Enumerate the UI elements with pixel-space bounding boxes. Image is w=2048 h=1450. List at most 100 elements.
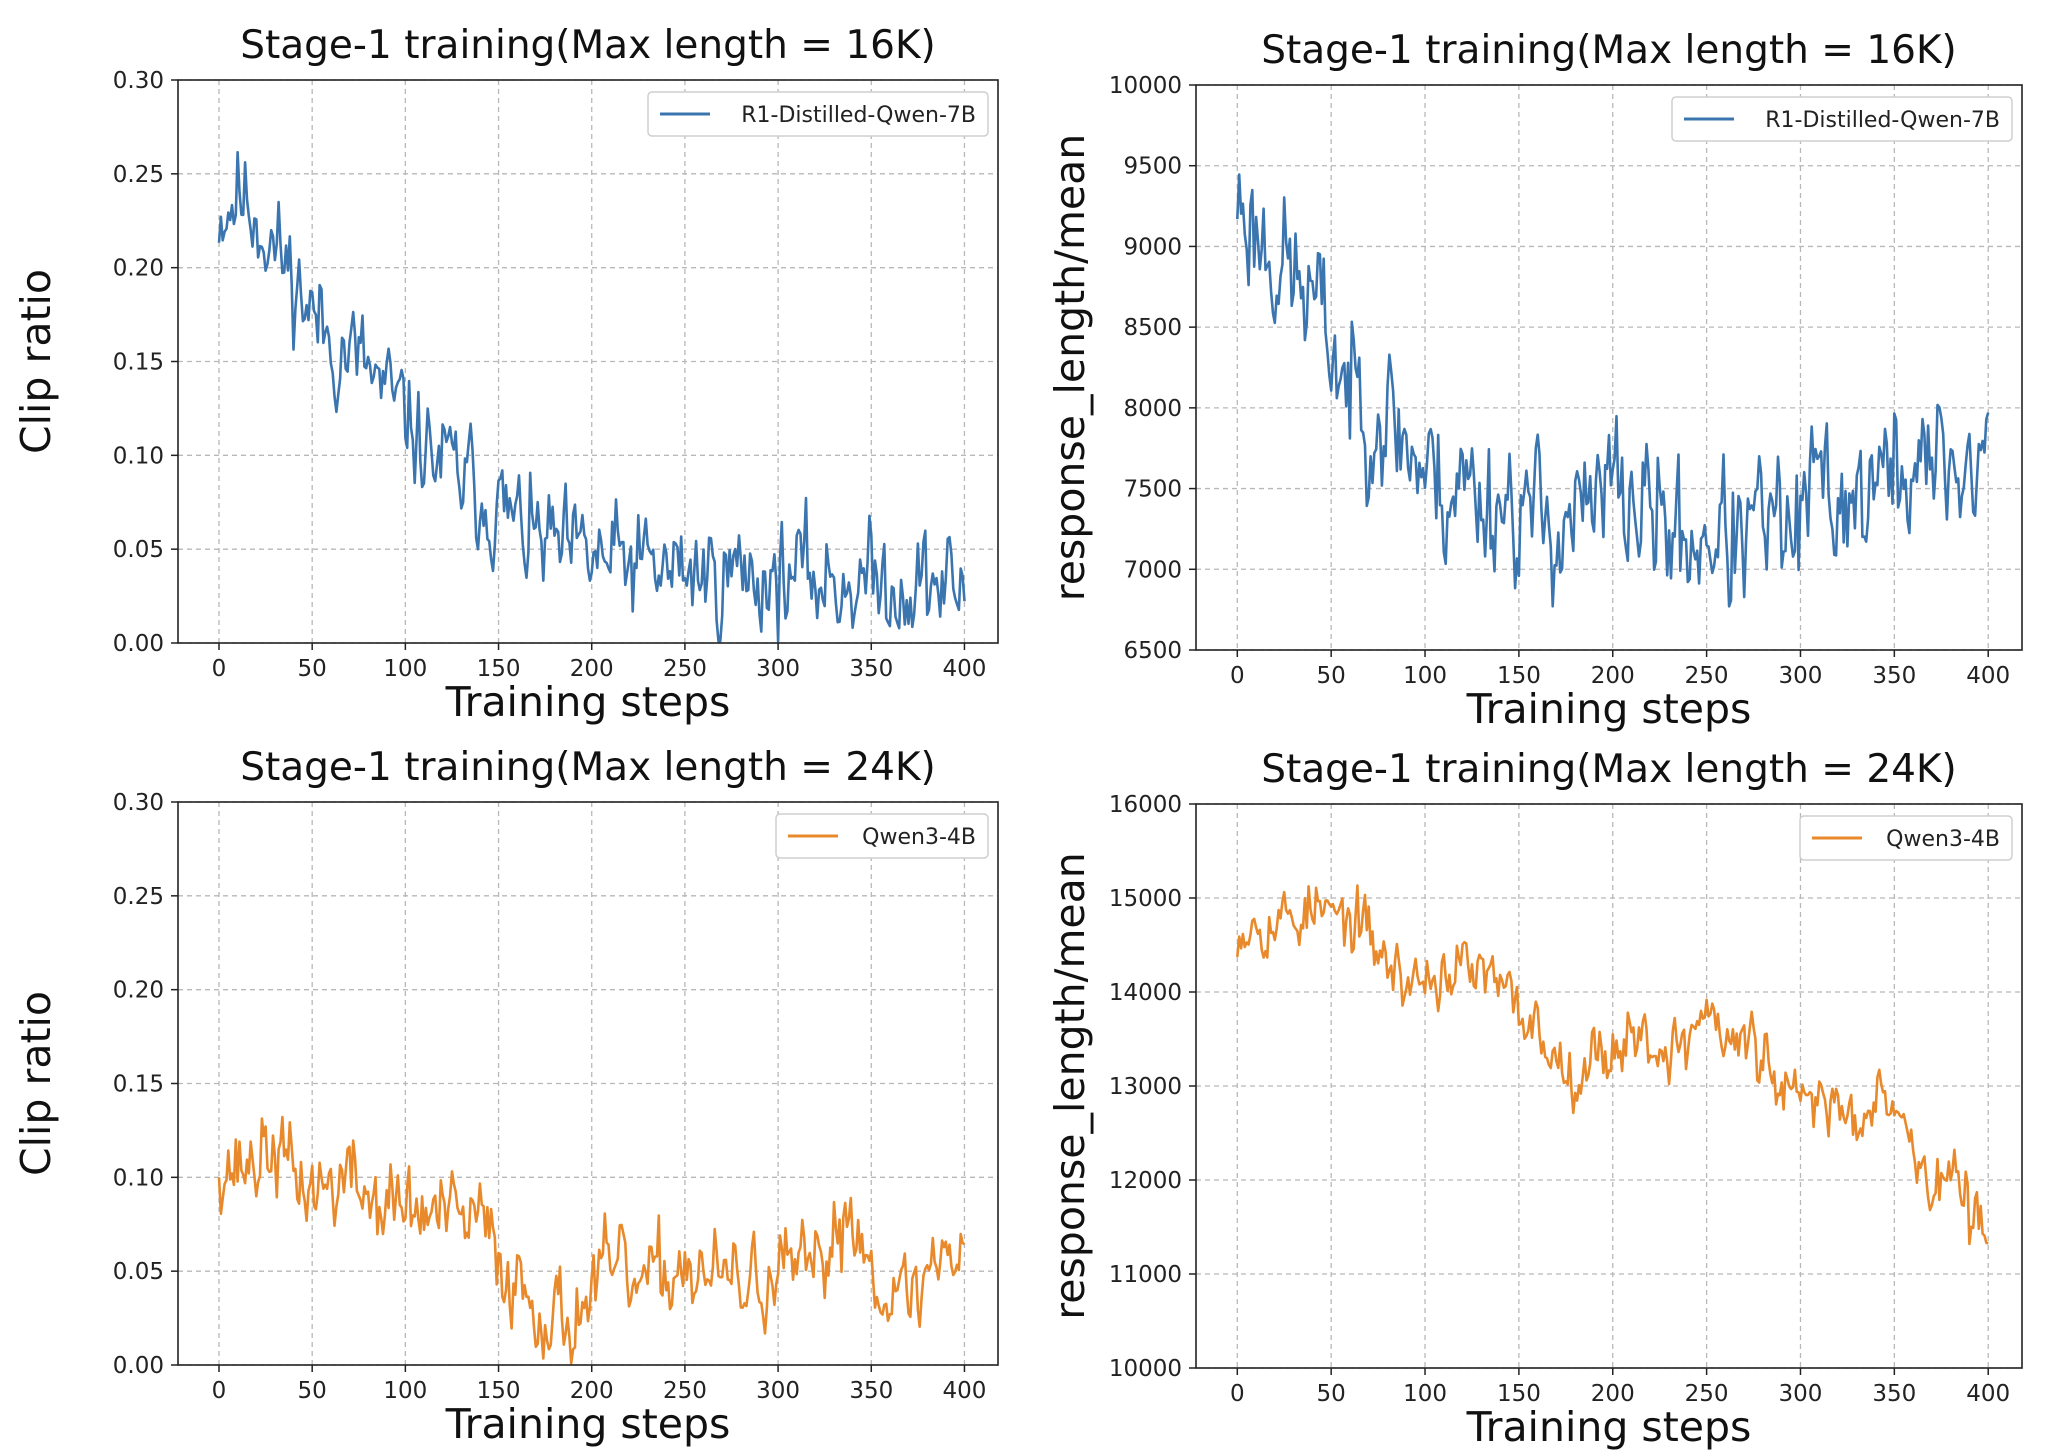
y-tick-label: 0.30 bbox=[113, 790, 164, 816]
legend-label: Qwen3-4B bbox=[1886, 827, 2000, 852]
x-tick-label: 100 bbox=[1403, 1381, 1447, 1407]
chart-2-y-axis-label: response_length/mean bbox=[1046, 134, 1094, 602]
y-tick-label: 14000 bbox=[1109, 980, 1182, 1006]
chart-1-y-axis-label: Clip ratio bbox=[12, 269, 60, 454]
chart-2-title: Stage-1 training(Max length = 16K) bbox=[1261, 28, 1957, 73]
chart-4-legend: Qwen3-4B bbox=[1799, 815, 2013, 861]
legend-box bbox=[1671, 96, 2013, 142]
y-tick-label: 8000 bbox=[1123, 396, 1182, 422]
x-tick-label: 0 bbox=[212, 1378, 227, 1404]
x-tick-label: 200 bbox=[570, 656, 614, 682]
x-tick-label: 250 bbox=[663, 656, 707, 682]
chart-3-grid bbox=[178, 801, 998, 1366]
x-tick-label: 400 bbox=[1966, 1381, 2010, 1407]
chart-panel-3: Stage-1 training(Max length = 24K) 0 50 100… bbox=[0, 725, 1024, 1450]
x-tick-label: 150 bbox=[1497, 663, 1541, 689]
x-tick-label: 350 bbox=[849, 656, 893, 682]
chart-panel-1: Stage-1 training(Max length = 16K) 0 50 100… bbox=[0, 0, 1024, 726]
x-tick-label: 50 bbox=[298, 656, 327, 682]
x-tick-label: 150 bbox=[1497, 1381, 1541, 1407]
x-tick-label: 350 bbox=[1872, 663, 1916, 689]
x-tick-label: 400 bbox=[1966, 663, 2010, 689]
x-tick-label: 250 bbox=[663, 1378, 707, 1404]
x-tick-label: 50 bbox=[298, 1378, 327, 1404]
chart-1-legend: R1-Distilled-Qwen-7B bbox=[647, 91, 989, 137]
legend-label: R1-Distilled-Qwen-7B bbox=[741, 103, 976, 128]
y-tick-label: 15000 bbox=[1109, 886, 1182, 912]
chart-3-y-axis-label: Clip ratio bbox=[12, 991, 60, 1176]
y-tick-label: 0.00 bbox=[113, 631, 164, 657]
chart-1-x-axis-label: Training steps bbox=[445, 678, 731, 726]
x-tick-label: 400 bbox=[943, 1378, 987, 1404]
y-tick-label: 7500 bbox=[1123, 477, 1182, 503]
x-tick-label: 300 bbox=[1779, 663, 1823, 689]
chart-1-title: Stage-1 training(Max length = 16K) bbox=[240, 23, 936, 68]
x-tick-label: 250 bbox=[1685, 663, 1729, 689]
x-tick-label: 200 bbox=[1591, 1381, 1635, 1407]
chart-4-x-axis-label: Training steps bbox=[1466, 1403, 1752, 1450]
y-tick-label: 0.10 bbox=[113, 443, 164, 469]
chart-3-title: Stage-1 training(Max length = 24K) bbox=[240, 745, 936, 790]
y-tick-label: 0.20 bbox=[113, 256, 164, 282]
chart-2-svg: Stage-1 training(Max length = 16K) 0 50 100… bbox=[1046, 28, 2023, 733]
x-tick-label: 250 bbox=[1685, 1381, 1729, 1407]
y-tick-label: 0.05 bbox=[113, 1259, 164, 1285]
x-tick-label: 50 bbox=[1317, 663, 1346, 689]
chart-2-grid bbox=[1196, 84, 2022, 651]
y-tick-label: 11000 bbox=[1109, 1262, 1182, 1288]
x-tick-label: 0 bbox=[1230, 1381, 1245, 1407]
y-tick-label: 0.25 bbox=[113, 162, 164, 188]
chart-2-x-axis-label: Training steps bbox=[1466, 685, 1752, 733]
y-tick-label: 0.15 bbox=[113, 350, 164, 376]
y-tick-label: 0.20 bbox=[113, 978, 164, 1004]
chart-panel-2: Stage-1 training(Max length = 16K) 0 50 100… bbox=[1024, 0, 2048, 733]
x-tick-label: 100 bbox=[383, 656, 427, 682]
chart-3-legend: Qwen3-4B bbox=[775, 813, 989, 859]
y-tick-label: 0.05 bbox=[113, 537, 164, 563]
chart-4-y-axis-label: response_length/mean bbox=[1046, 852, 1094, 1320]
x-tick-label: 200 bbox=[1591, 663, 1635, 689]
y-tick-label: 6500 bbox=[1123, 638, 1182, 664]
y-tick-label: 16000 bbox=[1109, 792, 1182, 818]
chart-4-series-line bbox=[1236, 884, 1989, 1246]
x-tick-label: 50 bbox=[1317, 1381, 1346, 1407]
x-tick-label: 350 bbox=[1872, 1381, 1916, 1407]
chart-3-svg: Stage-1 training(Max length = 24K) 0 50 100… bbox=[12, 745, 999, 1448]
y-tick-label: 0.30 bbox=[113, 68, 164, 94]
chart-4-title: Stage-1 training(Max length = 24K) bbox=[1261, 747, 1957, 792]
x-tick-label: 300 bbox=[756, 656, 800, 682]
y-tick-label: 0.15 bbox=[113, 1072, 164, 1098]
y-tick-label: 0.10 bbox=[113, 1165, 164, 1191]
x-tick-label: 300 bbox=[756, 1378, 800, 1404]
legend-label: Qwen3-4B bbox=[862, 825, 976, 850]
chart-4-grid bbox=[1196, 803, 2022, 1369]
chart-4-svg: Stage-1 training(Max length = 24K) 0 50 100… bbox=[1046, 747, 2023, 1450]
chart-2-plot-frame bbox=[1195, 84, 2023, 651]
legend-box bbox=[647, 91, 989, 137]
x-tick-label: 100 bbox=[383, 1378, 427, 1404]
y-tick-label: 10000 bbox=[1109, 73, 1182, 99]
y-tick-label: 10000 bbox=[1109, 1356, 1182, 1382]
y-tick-label: 9000 bbox=[1123, 234, 1182, 260]
x-tick-label: 400 bbox=[943, 656, 987, 682]
y-tick-label: 7000 bbox=[1123, 557, 1182, 583]
chart-3-series-line bbox=[217, 1115, 966, 1365]
x-tick-label: 350 bbox=[849, 1378, 893, 1404]
y-tick-label: 13000 bbox=[1109, 1074, 1182, 1100]
y-tick-label: 8500 bbox=[1123, 315, 1182, 341]
y-tick-label: 12000 bbox=[1109, 1168, 1182, 1194]
chart-1-svg: Stage-1 training(Max length = 16K) 0 50 100… bbox=[12, 23, 999, 726]
x-tick-label: 150 bbox=[477, 1378, 521, 1404]
x-tick-label: 0 bbox=[212, 656, 227, 682]
chart-2-series-line bbox=[1236, 173, 1990, 608]
x-tick-label: 0 bbox=[1230, 663, 1245, 689]
chart-3-x-axis-label: Training steps bbox=[445, 1400, 731, 1448]
x-tick-label: 300 bbox=[1779, 1381, 1823, 1407]
x-tick-label: 200 bbox=[570, 1378, 614, 1404]
chart-2-legend: R1-Distilled-Qwen-7B bbox=[1671, 96, 2013, 142]
legend-box bbox=[775, 813, 989, 859]
x-tick-label: 100 bbox=[1403, 663, 1447, 689]
chart-panel-4: Stage-1 training(Max length = 24K) 0 50 100… bbox=[1024, 725, 2048, 1450]
legend-label: R1-Distilled-Qwen-7B bbox=[1765, 108, 2000, 133]
chart-1-series-line bbox=[217, 150, 966, 643]
